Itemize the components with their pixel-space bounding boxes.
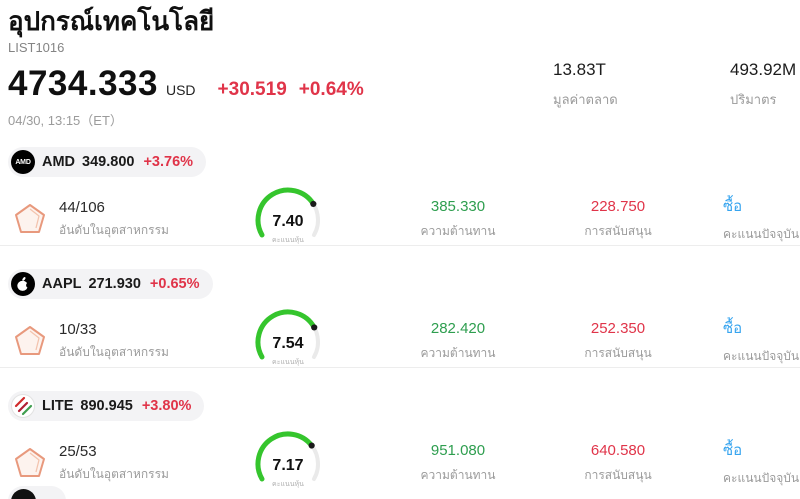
stock-score: 7.17 (272, 457, 304, 474)
gem-icon (15, 204, 45, 233)
support-metric: 228.750 การสนับสนุน (558, 198, 678, 241)
stock-change: +3.76% (143, 154, 194, 170)
volume-value: 493.92M (730, 60, 797, 79)
support-value: 640.580 (590, 441, 646, 459)
list-code: LIST1016 (8, 40, 65, 56)
stock-symbol: AMD (42, 154, 76, 170)
gem-icon (15, 448, 45, 477)
resistance-label: ความต้านทาน (420, 345, 496, 360)
support-label: การสนับสนุน (584, 223, 652, 238)
resistance-metric: 282.420 ความต้านทาน (358, 320, 558, 363)
score-gauge: 7.54 คะแนนหุ้น (246, 302, 330, 380)
volume-label: ปริมาตร (730, 92, 777, 107)
industry-rank-block: 44/106 อันดับในอุตสาหกรรม (0, 199, 218, 240)
score-gauge-box: 7.54 คะแนนหุ้น (218, 302, 358, 380)
support-label: การสนับสนุน (584, 345, 652, 360)
stock-price: 271.930 (88, 276, 141, 292)
currency-label: USD (165, 82, 196, 99)
stock-price: 349.800 (82, 154, 135, 170)
partial-stock-chip[interactable] (8, 486, 66, 499)
price-line: 4734.333 USD +30.519 +0.64% (8, 64, 792, 104)
quote-timestamp: 04/30, 13:15（ET） (8, 113, 123, 129)
stock-score: 7.54 (272, 335, 304, 352)
signal-metric: ซื้อ คะแนนปัจจุบัน (678, 316, 800, 366)
industry-rank-label: อันดับในอุตสาหกรรม (59, 222, 169, 237)
score-gauge-box: 7.17 คะแนนหุ้น (218, 424, 358, 499)
stock-price: 890.945 (80, 398, 133, 414)
signal-label: คะแนนปัจจุบัน (723, 227, 800, 241)
resistance-value: 385.330 (430, 197, 486, 215)
industry-rank: 25/53 (59, 442, 97, 460)
signal-label: คะแนนปัจจุบัน (723, 349, 800, 363)
signal-metric: ซื้อ คะแนนปัจจุบัน (678, 438, 800, 488)
resistance-value: 951.080 (430, 441, 486, 459)
stock-score-caption: คะแนนหุ้น (272, 481, 304, 488)
industry-rank: 10/33 (59, 320, 97, 338)
signal-label: คะแนนปัจจุบัน (723, 471, 800, 485)
stock-chip-aapl[interactable]: AAPL 271.930 +0.65% (8, 269, 213, 299)
resistance-value: 282.420 (430, 319, 486, 337)
lite-logo (11, 394, 35, 418)
stock-chip-lite[interactable]: LITE 890.945 +3.80% (8, 391, 205, 421)
volume-stat: 493.92M ปริมาตร (730, 60, 796, 110)
signal-value[interactable]: ซื้อ (723, 320, 743, 337)
resistance-metric: 385.330 ความต้านทาน (358, 198, 558, 241)
row-content: 25/53 อันดับในอุตสาหกรรม 7.17 คะแนนหุ้น … (0, 423, 800, 499)
support-metric: 640.580 การสนับสนุน (558, 442, 678, 485)
support-metric: 252.350 การสนับสนุน (558, 320, 678, 363)
stock-chip-amd[interactable]: AMD AMD 349.800 +3.76% (8, 147, 207, 177)
signal-value[interactable]: ซื้อ (723, 198, 743, 215)
apple-logo (11, 272, 35, 296)
header: อุปกรณ์เทคโนโลยี LIST1016 4734.333 USD +… (0, 0, 800, 129)
stock-section-aapl: AAPL 271.930 +0.65% 10/33 อันดับในอุตสาห… (0, 267, 800, 389)
industry-rank-block: 25/53 อันดับในอุตสาหกรรม (0, 443, 218, 484)
stock-change: +0.65% (149, 276, 200, 292)
gem-icon (15, 326, 45, 355)
partial-stock-logo (11, 488, 36, 499)
support-label: การสนับสนุน (584, 467, 652, 482)
amd-logo: AMD (11, 150, 35, 174)
resistance-metric: 951.080 ความต้านทาน (358, 442, 558, 485)
index-price: 4734.333 (8, 64, 158, 104)
market-cap-stat: 13.83T มูลค่าตลาด (553, 60, 618, 110)
industry-rank-block: 10/33 อันดับในอุตสาหกรรม (0, 321, 218, 362)
market-cap-label: มูลค่าตลาด (553, 92, 618, 107)
stock-score-caption: คะแนนหุ้น (272, 359, 304, 366)
score-gauge: 7.40 คะแนนหุ้น (246, 180, 330, 258)
stock-section-lite: LITE 890.945 +3.80% 25/53 อันดับในอุตสาห… (0, 389, 800, 499)
page-title: อุปกรณ์เทคโนโลยี (8, 6, 215, 36)
resistance-label: ความต้านทาน (420, 467, 496, 482)
support-value: 252.350 (590, 319, 646, 337)
stock-section-amd: AMD AMD 349.800 +3.76% 44/106 อันดับในอุ… (0, 145, 800, 267)
industry-rank: 44/106 (59, 198, 105, 216)
price-change: +30.519 (217, 79, 287, 101)
stock-symbol: LITE (42, 398, 74, 414)
stock-score: 7.40 (272, 213, 304, 230)
market-cap-value: 13.83T (553, 60, 606, 79)
stock-score-caption: คะแนนหุ้น (272, 237, 304, 244)
industry-rank-label: อันดับในอุตสาหกรรม (59, 466, 169, 481)
signal-value[interactable]: ซื้อ (723, 442, 743, 459)
signal-metric: ซื้อ คะแนนปัจจุบัน (678, 194, 800, 244)
score-gauge: 7.17 คะแนนหุ้น (246, 424, 330, 499)
support-value: 228.750 (590, 197, 646, 215)
resistance-label: ความต้านทาน (420, 223, 496, 238)
industry-rank-label: อันดับในอุตสาหกรรม (59, 344, 169, 359)
stock-symbol: AAPL (42, 276, 82, 292)
score-gauge-box: 7.40 คะแนนหุ้น (218, 180, 358, 258)
row-content: 44/106 อันดับในอุตสาหกรรม 7.40 คะแนนหุ้น… (0, 179, 800, 259)
price-change-percent: +0.64% (298, 79, 364, 101)
stock-change: +3.80% (141, 398, 192, 414)
row-content: 10/33 อันดับในอุตสาหกรรม 7.54 คะแนนหุ้น … (0, 301, 800, 381)
